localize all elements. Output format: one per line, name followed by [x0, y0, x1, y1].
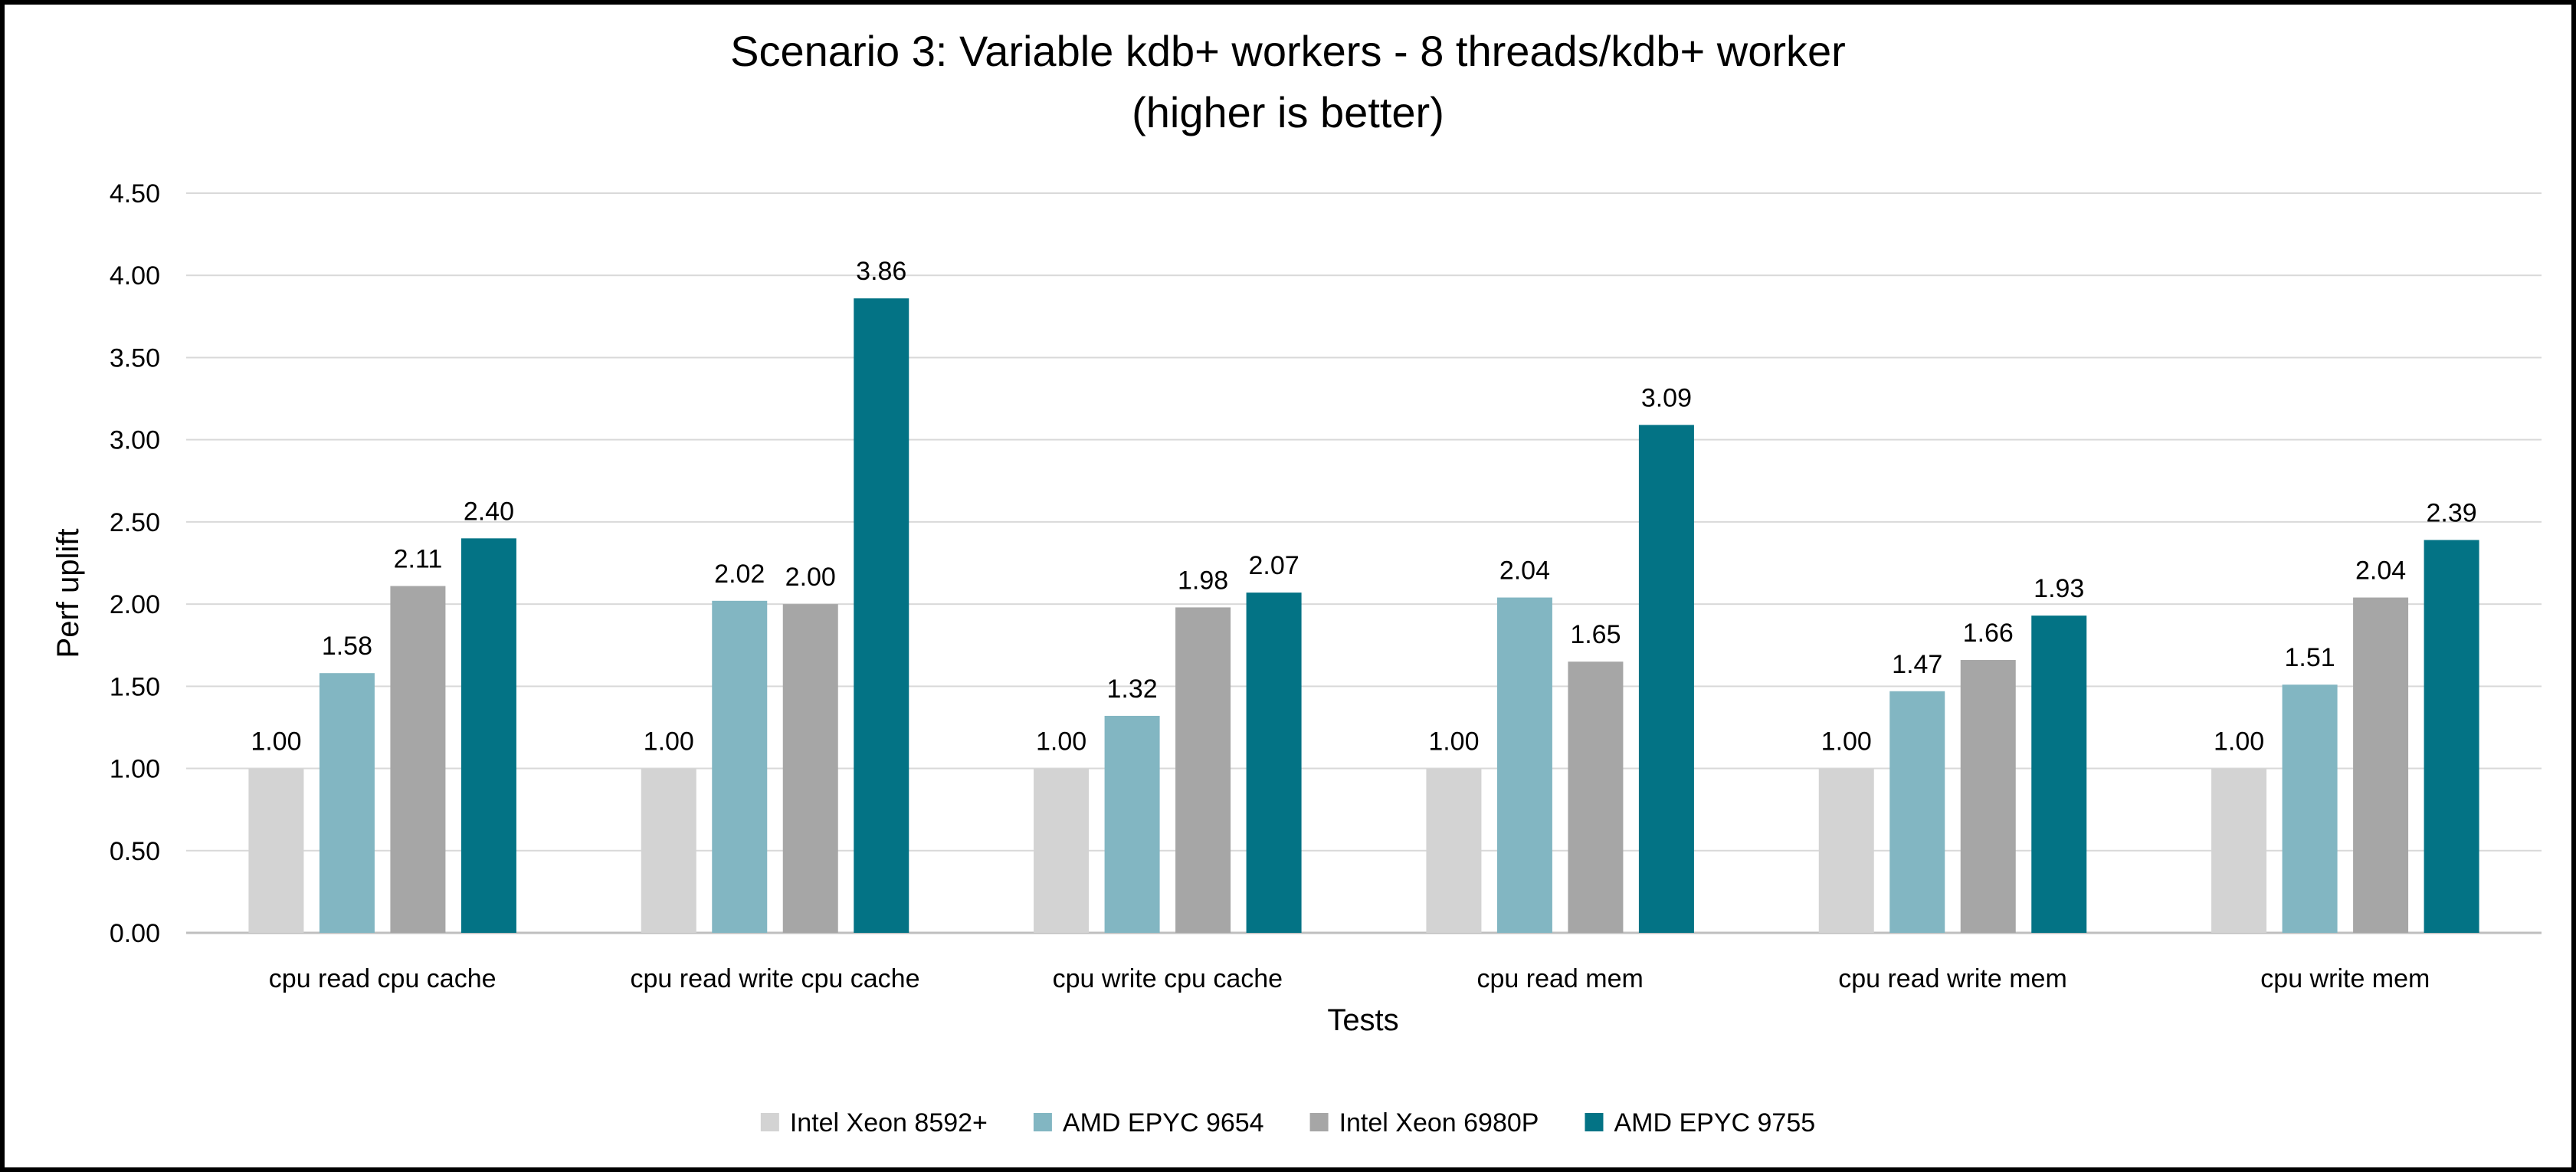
data-label: 1.58 — [322, 632, 372, 661]
data-label: 2.07 — [1248, 551, 1299, 580]
bar — [1175, 607, 1231, 933]
y-tick-label: 4.00 — [110, 261, 160, 291]
legend-swatch — [1309, 1113, 1329, 1131]
legend-item: AMD EPYC 9755 — [1585, 1108, 1815, 1138]
bar — [1246, 593, 1302, 933]
data-label: 2.39 — [2426, 498, 2476, 527]
data-label: 1.93 — [2034, 574, 2084, 603]
legend-label: Intel Xeon 8592+ — [790, 1108, 988, 1138]
y-axis-ticks: 0.00 0.50 1.00 1.50 2.00 2.50 3.00 3.50 4.00 4.50 — [110, 179, 160, 948]
legend-item: AMD EPYC 9654 — [1033, 1108, 1264, 1138]
x-axis-ticks: cpu read cpu cache cpu read write cpu cac… — [269, 964, 2430, 993]
y-tick-label: 0.00 — [110, 919, 160, 948]
bar — [460, 538, 516, 933]
bar — [2282, 684, 2338, 933]
data-label: 2.40 — [464, 497, 514, 526]
data-label: 1.00 — [644, 727, 694, 757]
legend: Intel Xeon 8592+ AMD EPYC 9654 Intel Xeon … — [760, 1108, 1815, 1138]
data-label: 1.00 — [1428, 727, 1479, 757]
legend-item: Intel Xeon 8592+ — [760, 1108, 988, 1138]
bars — [248, 298, 2479, 933]
data-label: 1.47 — [1892, 650, 1942, 679]
data-label: 1.00 — [1036, 727, 1086, 757]
bar — [1638, 425, 1694, 933]
x-tick-label: cpu read write cpu cache — [631, 964, 920, 993]
data-label: 2.00 — [785, 563, 836, 592]
bar — [2031, 616, 2087, 933]
bar — [248, 768, 304, 933]
bar — [1960, 660, 2016, 933]
x-tick-label: cpu read cpu cache — [269, 964, 497, 993]
data-label: 1.51 — [2284, 643, 2335, 672]
bar — [641, 768, 696, 933]
y-tick-label: 1.00 — [110, 755, 160, 784]
bar — [1426, 768, 1482, 933]
legend-item: Intel Xeon 6980P — [1309, 1108, 1539, 1138]
bar-chart: Scenario 3: Variable kdb+ workers - 8 th… — [51, 27, 2542, 1138]
x-tick-label: cpu read write mem — [1838, 964, 2067, 993]
bar — [2211, 768, 2267, 933]
data-label: 1.65 — [1570, 620, 1621, 649]
bar — [782, 604, 838, 933]
y-tick-label: 3.00 — [110, 426, 160, 455]
y-tick-label: 2.50 — [110, 508, 160, 537]
data-label: 2.04 — [1499, 556, 1550, 586]
bar — [1568, 662, 1624, 933]
x-axis-title: Tests — [1327, 1003, 1398, 1037]
bar — [1104, 715, 1160, 933]
x-tick-label: cpu read mem — [1477, 964, 1644, 993]
bar — [1889, 691, 1945, 933]
bar — [712, 600, 768, 933]
legend-label: Intel Xeon 6980P — [1339, 1108, 1539, 1138]
bar — [1034, 768, 1090, 933]
data-label: 1.98 — [1178, 566, 1228, 595]
bar — [854, 298, 909, 933]
chart-title: Scenario 3: Variable kdb+ workers - 8 th… — [730, 27, 1846, 75]
data-label: 2.11 — [394, 545, 443, 574]
data-label: 1.00 — [2214, 727, 2264, 757]
legend-swatch — [1585, 1113, 1604, 1131]
bar — [2424, 540, 2479, 933]
data-label: 2.02 — [714, 560, 765, 589]
data-label: 1.66 — [1963, 619, 2014, 648]
legend-swatch — [760, 1113, 779, 1131]
y-tick-label: 1.50 — [110, 672, 160, 701]
y-tick-label: 3.50 — [110, 343, 160, 373]
y-axis-title: Perf uplift — [51, 529, 85, 658]
legend-label: AMD EPYC 9654 — [1063, 1108, 1264, 1138]
bar — [1818, 768, 1874, 933]
x-tick-label: cpu write mem — [2260, 964, 2430, 993]
legend-label: AMD EPYC 9755 — [1614, 1108, 1815, 1138]
data-labels: 1.00 1.58 2.11 2.40 1.00 2.02 2.00 3.86 1.00 1.32… — [251, 257, 2476, 756]
bar — [390, 586, 446, 933]
bar — [1496, 597, 1552, 933]
bar — [2353, 597, 2409, 933]
data-label: 1.00 — [251, 727, 301, 757]
gridlines — [186, 192, 2542, 934]
data-label: 2.04 — [2355, 556, 2406, 586]
data-label: 3.86 — [856, 257, 906, 286]
data-label: 3.09 — [1641, 383, 1692, 412]
bar — [319, 673, 375, 933]
data-label: 1.32 — [1106, 675, 1157, 704]
y-tick-label: 2.00 — [110, 590, 160, 619]
legend-swatch — [1033, 1113, 1052, 1131]
x-tick-label: cpu write cpu cache — [1053, 964, 1283, 993]
y-tick-label: 4.50 — [110, 179, 160, 208]
data-label: 1.00 — [1821, 727, 1872, 757]
y-tick-label: 0.50 — [110, 837, 160, 866]
chart-subtitle: (higher is better) — [1132, 88, 1444, 136]
